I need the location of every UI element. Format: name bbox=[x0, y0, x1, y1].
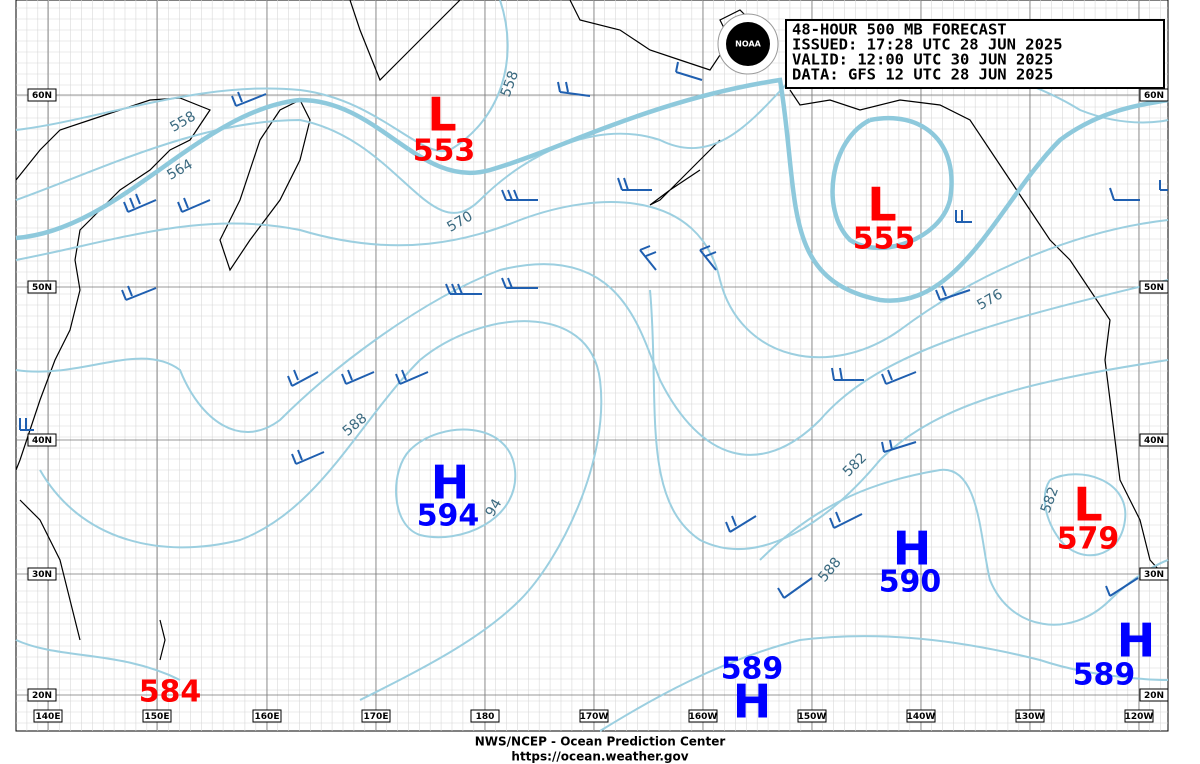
system-value: 590 bbox=[879, 565, 942, 600]
logo-text: NOAA bbox=[735, 40, 761, 49]
coord-label: 20N bbox=[1144, 691, 1164, 701]
coord-label: 20N bbox=[32, 691, 52, 701]
coord-box bbox=[27, 280, 57, 294]
coord-label: 170E bbox=[364, 712, 389, 722]
coord-box bbox=[1139, 88, 1169, 102]
heavy-contours bbox=[15, 77, 1169, 303]
coord-label: 170W bbox=[580, 712, 609, 722]
system-value: 555 bbox=[853, 222, 916, 257]
system-value: 579 bbox=[1057, 522, 1120, 557]
coord-label: 140E bbox=[36, 712, 61, 722]
coord-label: 40N bbox=[1144, 436, 1164, 446]
footer-line: https://ocean.weather.gov bbox=[511, 750, 688, 764]
coord-label: 150W bbox=[798, 712, 827, 722]
system-value: 589 bbox=[721, 652, 784, 687]
coord-box bbox=[1015, 709, 1045, 723]
coord-label: 180 bbox=[476, 712, 495, 722]
coord-box bbox=[906, 709, 936, 723]
header-line: DATA: GFS 12 UTC 28 JUN 2025 bbox=[792, 66, 1053, 84]
coord-box bbox=[27, 88, 57, 102]
header-line: 48-HOUR 500 MB FORECAST bbox=[792, 21, 1007, 39]
system-value: 589 bbox=[1073, 658, 1136, 693]
noaa-logo bbox=[717, 13, 779, 75]
coord-label: 130W bbox=[1016, 712, 1045, 722]
coord-box bbox=[27, 567, 57, 581]
coord-box bbox=[27, 433, 57, 447]
coord-label: 40N bbox=[32, 436, 52, 446]
coord-label: 30N bbox=[1144, 570, 1164, 580]
coord-box bbox=[33, 709, 63, 723]
wind-barbs bbox=[19, 61, 1168, 599]
coord-box bbox=[688, 709, 718, 723]
coord-box bbox=[361, 709, 391, 723]
grid bbox=[16, 0, 1168, 731]
height-contours bbox=[15, 0, 1169, 732]
contour-label: 94 bbox=[483, 496, 506, 520]
coord-label: 160E bbox=[255, 712, 280, 722]
system-value: 553 bbox=[413, 134, 476, 169]
map-frame bbox=[15, 0, 1169, 732]
footer-line: NWS/NCEP - Ocean Prediction Center bbox=[475, 735, 726, 749]
system-letter: H bbox=[893, 522, 932, 576]
system-letter: L bbox=[867, 178, 896, 232]
coord-box bbox=[1139, 567, 1169, 581]
coord-label: 60N bbox=[1144, 91, 1164, 101]
coord-label: 60N bbox=[32, 91, 52, 101]
coord-label: 50N bbox=[32, 283, 52, 293]
system-letter: L bbox=[1073, 478, 1102, 532]
coord-box bbox=[142, 709, 172, 723]
system-value: 584 bbox=[139, 675, 202, 710]
coord-box bbox=[1139, 280, 1169, 294]
header-box bbox=[785, 19, 1165, 89]
system-letter: H bbox=[733, 675, 772, 729]
coord-box bbox=[1124, 709, 1154, 723]
coord-label: 50N bbox=[1144, 283, 1164, 293]
coord-label: 150E bbox=[145, 712, 170, 722]
system-letter: H bbox=[1117, 614, 1156, 668]
coord-label: 160W bbox=[689, 712, 718, 722]
system-value: 594 bbox=[417, 499, 480, 534]
header-line: VALID: 12:00 UTC 30 JUN 2025 bbox=[792, 51, 1053, 69]
coord-label: 120W bbox=[1125, 712, 1154, 722]
coord-box bbox=[579, 709, 609, 723]
system-letter: H bbox=[431, 456, 470, 510]
coord-box bbox=[470, 709, 500, 723]
coord-box bbox=[252, 709, 282, 723]
coord-box bbox=[1139, 433, 1169, 447]
header-line: ISSUED: 17:28 UTC 28 JUN 2025 bbox=[792, 36, 1063, 54]
coord-box bbox=[797, 709, 827, 723]
system-letter: L bbox=[427, 88, 456, 142]
coord-label: 30N bbox=[32, 570, 52, 580]
coastlines bbox=[15, 0, 1169, 661]
coord-label: 140W bbox=[907, 712, 936, 722]
coord-box bbox=[27, 688, 57, 702]
coord-box bbox=[1139, 688, 1169, 702]
